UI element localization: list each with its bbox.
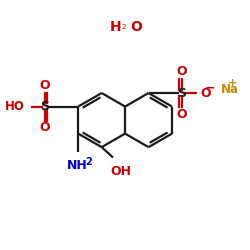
Text: O: O <box>201 86 211 100</box>
Text: Na: Na <box>221 83 239 96</box>
Text: S: S <box>40 100 50 113</box>
Text: O: O <box>176 108 187 121</box>
Text: O: O <box>40 79 50 92</box>
Text: $_2$: $_2$ <box>121 22 127 32</box>
Text: −: − <box>204 81 215 94</box>
Text: 2: 2 <box>86 157 92 167</box>
Text: S: S <box>177 86 186 100</box>
Text: H: H <box>110 20 121 34</box>
Text: O: O <box>40 122 50 134</box>
Text: OH: OH <box>110 165 131 178</box>
Text: O: O <box>131 20 142 34</box>
Text: +: + <box>228 78 237 88</box>
Text: NH: NH <box>67 159 87 172</box>
Text: O: O <box>176 65 187 78</box>
Text: HO: HO <box>5 100 24 113</box>
